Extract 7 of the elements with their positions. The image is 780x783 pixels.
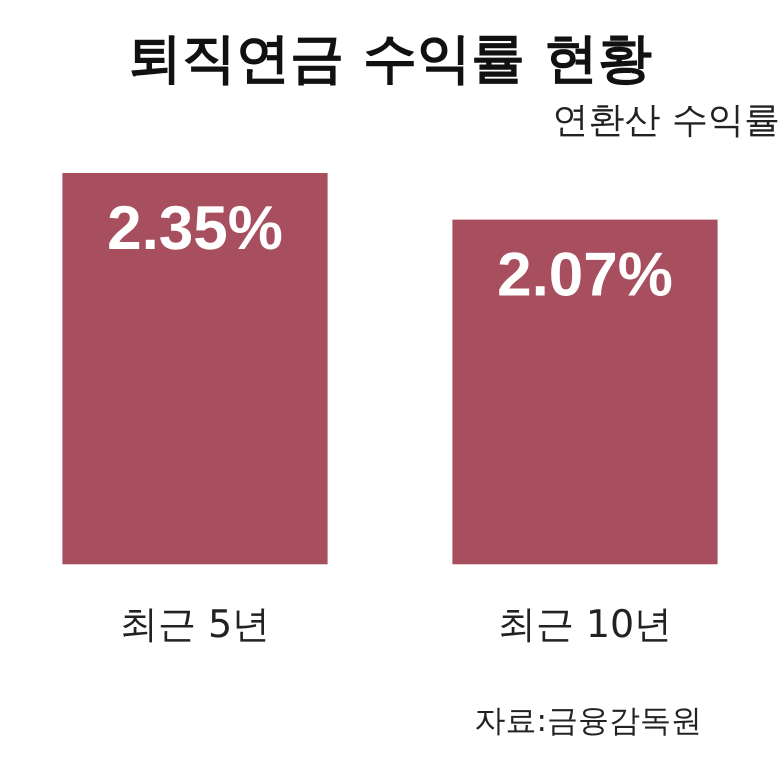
x-tick-label: 최근 10년 <box>498 602 672 646</box>
x-tick-label: 최근 5년 <box>120 602 270 646</box>
data-label: 2.07% <box>497 240 673 310</box>
chart-subtitle: 연환산 수익률 <box>552 100 780 141</box>
text: 자료:금융감독원 <box>474 702 702 741</box>
chart-title: 퇴직연금 수익률 현황 <box>128 26 652 90</box>
data-label: 2.35% <box>107 194 283 264</box>
